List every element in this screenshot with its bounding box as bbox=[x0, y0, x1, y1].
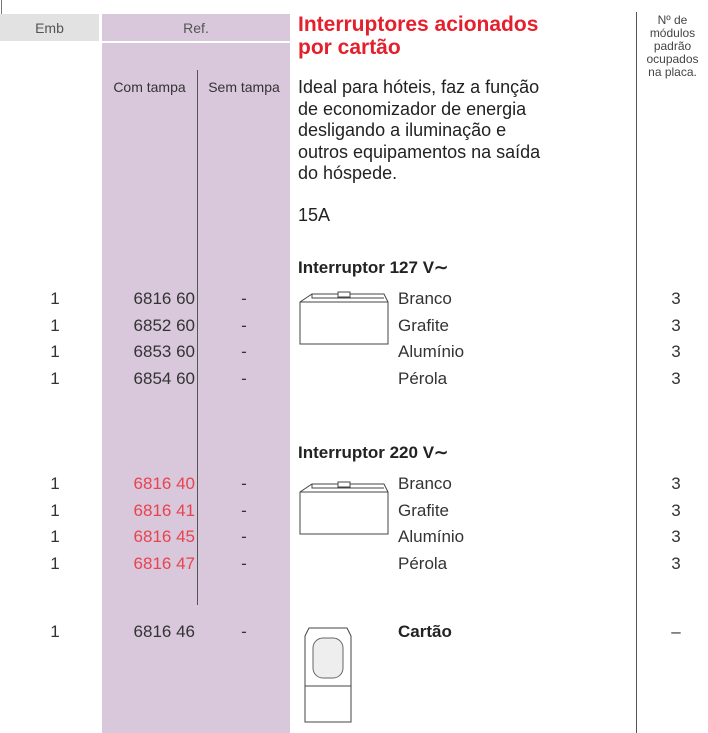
color: Alumínio bbox=[398, 342, 465, 362]
title-line: por cartão bbox=[298, 36, 401, 59]
color: Branco bbox=[398, 289, 452, 308]
color: Alumínio bbox=[398, 527, 465, 547]
ref: 6816 40 bbox=[133, 474, 195, 493]
modules: 3 bbox=[671, 369, 681, 389]
modules: 3 bbox=[671, 474, 681, 493]
switch-icon bbox=[299, 291, 389, 345]
ref: 6854 60 bbox=[133, 369, 195, 389]
note-line: módulos bbox=[649, 26, 696, 40]
emb: 1 bbox=[50, 342, 60, 362]
ref: 6816 46 bbox=[133, 622, 195, 641]
color: Grafite bbox=[398, 315, 450, 335]
modules: 3 bbox=[671, 289, 681, 308]
emb: 1 bbox=[50, 527, 60, 547]
description-line: outros equipamentos na saída bbox=[298, 141, 541, 162]
color: Pérola bbox=[398, 369, 448, 389]
ref: 6816 45 bbox=[133, 527, 195, 547]
sem-tampa: - bbox=[241, 554, 247, 574]
emb: 1 bbox=[50, 289, 60, 308]
edge-line bbox=[1, 0, 2, 14]
ref-divider bbox=[197, 70, 198, 605]
sem-tampa: - bbox=[241, 474, 247, 493]
sem-tampa: - bbox=[241, 289, 247, 308]
modules: 3 bbox=[671, 554, 681, 574]
modules: 3 bbox=[671, 500, 681, 520]
color: Branco bbox=[398, 474, 452, 493]
emb: 1 bbox=[50, 474, 60, 493]
ref: 6816 60 bbox=[133, 289, 195, 308]
emb: 1 bbox=[50, 369, 60, 389]
sem-tampa-header: Sem tampa bbox=[208, 79, 280, 95]
section-heading: Interruptor 220 V∼ bbox=[298, 443, 449, 462]
note-line: na placa. bbox=[648, 65, 697, 79]
sem-tampa: - bbox=[241, 500, 247, 520]
sem-tampa: - bbox=[241, 527, 247, 547]
description: Ideal para hóteis, faz a função de econom… bbox=[298, 77, 540, 185]
right-divider bbox=[636, 12, 637, 733]
modules-note: Nº de módulos padrão ocupados na placa. bbox=[637, 14, 708, 79]
color: Grafite bbox=[398, 500, 450, 520]
emb: 1 bbox=[50, 554, 60, 574]
ref-column-bg bbox=[102, 14, 290, 733]
emb-header: Emb bbox=[35, 20, 64, 36]
ref-header: Ref. bbox=[183, 20, 209, 36]
sem-tampa: - bbox=[241, 369, 247, 389]
description-line: do hóspede. bbox=[298, 163, 398, 183]
name: Cartão bbox=[398, 622, 452, 641]
com-tampa-header: Com tampa bbox=[113, 79, 186, 95]
ref-header-divider bbox=[102, 41, 290, 43]
title: Interruptores acionados por cartão bbox=[298, 13, 538, 59]
ref: 6816 47 bbox=[133, 554, 195, 574]
section-heading: Interruptor 127 V∼ bbox=[298, 258, 449, 277]
modules: 3 bbox=[671, 527, 681, 547]
modules: 3 bbox=[671, 342, 681, 362]
ref: 6853 60 bbox=[133, 342, 195, 362]
color: Pérola bbox=[398, 554, 448, 574]
emb: 1 bbox=[50, 500, 60, 520]
sem-tampa: - bbox=[241, 315, 247, 335]
sem-tampa: - bbox=[241, 622, 247, 641]
modules: – bbox=[671, 622, 681, 641]
ref: 6816 41 bbox=[133, 500, 195, 520]
emb: 1 bbox=[50, 315, 60, 335]
modules: 3 bbox=[671, 315, 681, 335]
note-line: padrão bbox=[653, 39, 692, 53]
sem-tampa: - bbox=[241, 342, 247, 362]
card-icon bbox=[304, 627, 352, 723]
title-line: Interruptores acionados bbox=[298, 13, 539, 36]
ref: 6852 60 bbox=[133, 315, 195, 335]
note-line: Nº de bbox=[657, 13, 688, 27]
description-line: desligando a iluminação e bbox=[298, 120, 507, 140]
description-line: Ideal para hóteis, faz a função bbox=[298, 77, 540, 97]
emb-header-bg bbox=[0, 14, 99, 41]
note-line: ocupados bbox=[646, 52, 699, 66]
rating: 15A bbox=[298, 205, 331, 225]
switch-icon bbox=[299, 481, 389, 535]
description-line: de economizador de energia bbox=[298, 98, 527, 119]
emb: 1 bbox=[50, 622, 60, 641]
